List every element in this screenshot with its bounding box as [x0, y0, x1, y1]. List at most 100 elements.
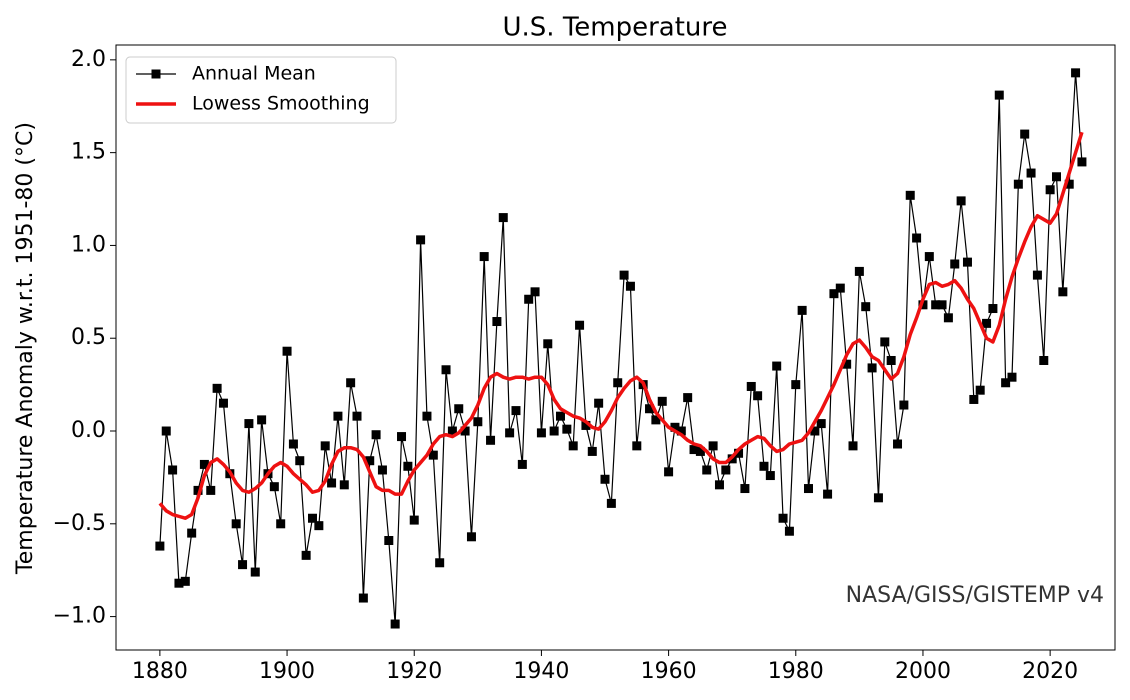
marker [276, 519, 286, 529]
marker [320, 441, 330, 451]
marker [492, 317, 502, 327]
marker [206, 485, 216, 495]
marker [352, 411, 362, 421]
y-axis-label: Temperature Anomaly w.r.t. 1951-80 (°C) [13, 122, 38, 575]
marker [466, 532, 476, 542]
marker [384, 536, 394, 546]
marker [714, 480, 724, 490]
marker [619, 270, 629, 280]
y-tick-label: 1.5 [71, 140, 106, 165]
marker [848, 441, 858, 451]
marker [479, 252, 489, 262]
marker [613, 378, 623, 388]
legend-marker [151, 69, 161, 79]
marker [314, 521, 324, 531]
chart-title: U.S. Temperature [502, 13, 727, 43]
marker [905, 190, 915, 200]
marker [269, 482, 279, 492]
marker [886, 355, 896, 365]
marker [346, 378, 356, 388]
marker [899, 400, 909, 410]
marker [238, 560, 248, 570]
marker [664, 467, 674, 477]
marker [829, 289, 839, 299]
marker [1020, 129, 1030, 139]
marker [594, 398, 604, 408]
marker [988, 304, 998, 314]
marker [473, 417, 483, 427]
marker [873, 493, 883, 503]
y-tick-label: −0.5 [53, 511, 106, 536]
marker [1077, 157, 1087, 167]
marker [861, 302, 871, 312]
marker [1007, 372, 1017, 382]
marker [943, 313, 953, 323]
marker [702, 465, 712, 475]
marker [835, 283, 845, 293]
marker [772, 361, 782, 371]
y-tick-label: 2.0 [71, 47, 106, 72]
marker [1032, 270, 1042, 280]
marker [403, 461, 413, 471]
marker [333, 411, 343, 421]
marker [168, 465, 178, 475]
x-tick-label: 1960 [641, 659, 697, 684]
marker [365, 456, 375, 466]
marker [1013, 179, 1023, 189]
marker [155, 541, 165, 551]
y-tick-label: 0.0 [71, 418, 106, 443]
marker [816, 419, 826, 429]
marker [695, 446, 705, 456]
marker [397, 432, 407, 442]
marker [893, 439, 903, 449]
marker [867, 363, 877, 373]
marker [307, 513, 317, 523]
marker [435, 558, 445, 568]
marker [689, 445, 699, 455]
legend-label: Lowess Smoothing [192, 93, 370, 115]
marker [708, 441, 718, 451]
marker [447, 426, 457, 436]
marker [937, 300, 947, 310]
marker [1058, 287, 1068, 297]
marker [740, 484, 750, 494]
marker [1071, 68, 1081, 78]
marker [765, 471, 775, 481]
marker [416, 235, 426, 245]
marker [454, 404, 464, 414]
marker [1064, 179, 1074, 189]
marker [295, 456, 305, 466]
marker [288, 439, 298, 449]
smoothing-line [158, 131, 1084, 520]
marker [587, 446, 597, 456]
marker [797, 305, 807, 315]
marker [791, 380, 801, 390]
marker [803, 484, 813, 494]
marker [962, 257, 972, 267]
marker [759, 461, 769, 471]
marker [734, 448, 744, 458]
marker [657, 396, 667, 406]
marker [575, 320, 585, 330]
marker [536, 428, 546, 438]
marker [975, 385, 985, 395]
marker [371, 430, 381, 440]
marker [918, 300, 928, 310]
marker [568, 441, 578, 451]
marker [339, 480, 349, 490]
annotation: NASA/GISS/GISTEMP v4 [846, 583, 1104, 608]
marker [257, 415, 267, 425]
marker [555, 411, 565, 421]
marker [212, 383, 222, 393]
marker [511, 406, 521, 416]
marker [651, 415, 661, 425]
y-tick-label: 1.0 [71, 232, 106, 257]
x-tick-label: 2000 [895, 659, 951, 684]
marker [524, 294, 534, 304]
marker [854, 266, 864, 276]
marker [161, 426, 171, 436]
x-tick-label: 1920 [386, 659, 442, 684]
marker [231, 519, 241, 529]
x-tick-label: 2020 [1022, 659, 1078, 684]
x-tick-label: 1940 [513, 659, 569, 684]
